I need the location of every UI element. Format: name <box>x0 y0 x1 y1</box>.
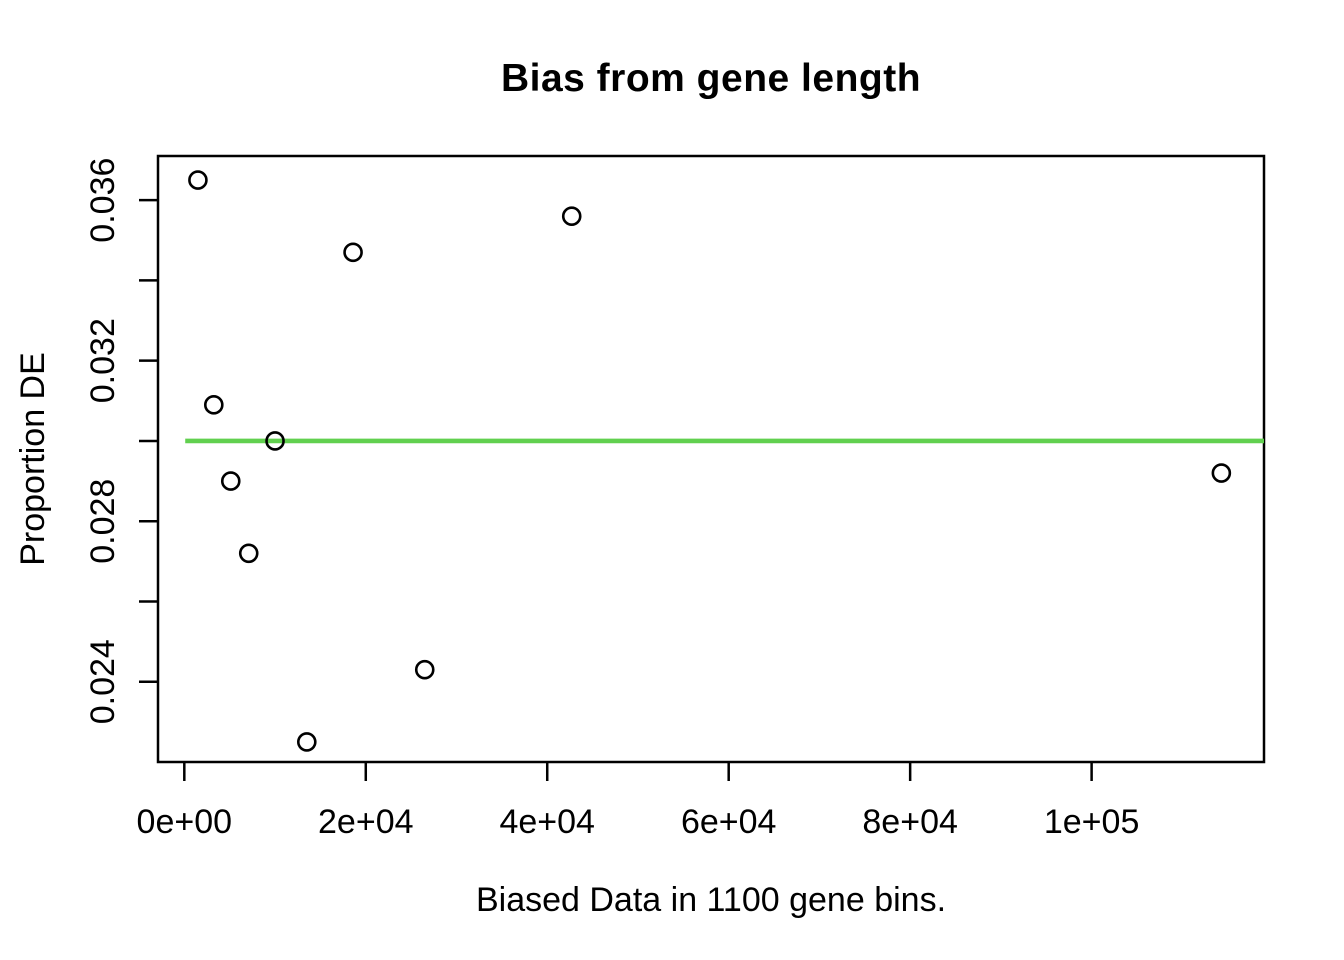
data-point <box>414 659 435 680</box>
x-tick-label: 4e+04 <box>499 803 595 841</box>
y-tick-label: 0.024 <box>84 639 122 724</box>
plot-frame <box>156 154 1266 764</box>
data-point <box>238 543 259 564</box>
axis-ticks: 0e+00 2e+04 4e+04 6e+04 8e+04 1e+05 0.024 0.028… <box>84 158 1139 841</box>
data-point <box>1211 463 1232 483</box>
data-point <box>220 471 241 491</box>
chart-title: Bias from gene length <box>500 57 922 100</box>
data-point <box>296 732 317 752</box>
y-tick-label: 0.028 <box>84 479 122 564</box>
data-point-layer <box>188 170 1232 752</box>
x-tick-label: 1e+05 <box>1044 803 1140 841</box>
x-tick-label: 0e+00 <box>137 803 233 841</box>
data-point <box>561 206 582 226</box>
y-axis-label: Proportion DE <box>14 352 52 566</box>
y-tick-label: 0.032 <box>84 318 122 403</box>
x-tick-label: 6e+04 <box>681 803 777 841</box>
data-point <box>343 242 363 263</box>
data-point <box>203 395 224 415</box>
x-axis-label: Biased Data in 1100 gene bins. <box>475 881 947 919</box>
data-point <box>188 170 208 190</box>
plot-box <box>156 154 1266 764</box>
data-point <box>265 431 285 451</box>
y-tick-label: 0.036 <box>84 158 122 243</box>
x-tick-label: 2e+04 <box>318 803 414 841</box>
x-tick-label: 8e+04 <box>862 803 958 841</box>
